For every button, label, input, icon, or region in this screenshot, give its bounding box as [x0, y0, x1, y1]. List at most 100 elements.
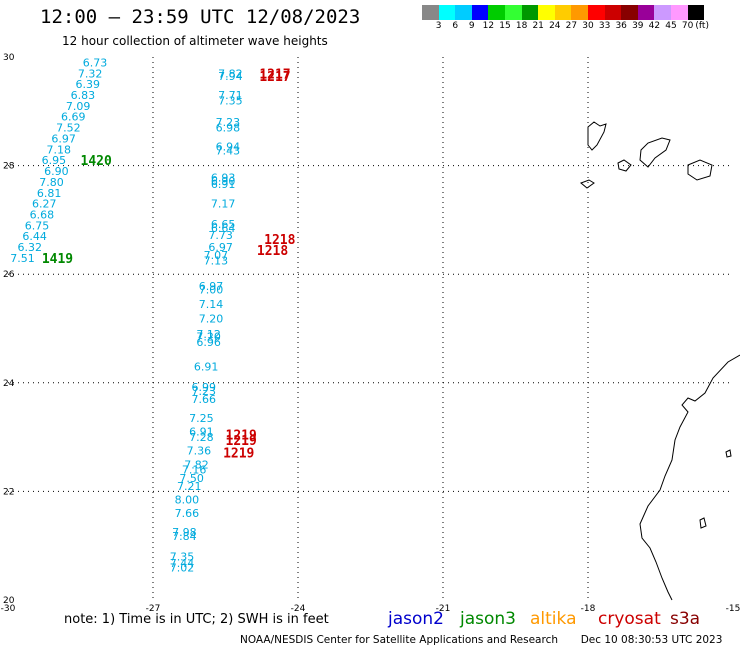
wave-height-label: 7.71: [218, 89, 243, 102]
altimeter-tracks: 6.737.326.396.837.096.697.526.977.186.95…: [10, 56, 295, 574]
coastline: [580, 121, 740, 601]
chart-title: 12:00 – 23:59 UTC 12/08/2023: [40, 6, 361, 28]
coastline-segment: [639, 137, 671, 168]
wave-height-label: 7.17: [211, 198, 236, 211]
coastline-segment: [587, 121, 607, 151]
wave-height-label: 7.44: [170, 557, 195, 570]
colorbar-cell: [438, 5, 456, 20]
wave-height-label: 7.84: [172, 530, 197, 543]
pass-time-label: 1218: [264, 233, 295, 248]
wave-height-label: 7.36: [187, 445, 212, 458]
wave-height-label: 7.98: [172, 526, 197, 539]
colorbar-cell: [422, 5, 439, 20]
wave-height-label: 6.96: [196, 336, 221, 349]
colorbar-label: 18: [515, 21, 528, 31]
coastline-segment: [580, 179, 595, 189]
credit-text: NOAA/NESDIS Center for Satellite Applica…: [240, 634, 558, 646]
map-axes: -30 -27 -24 -21 -18 -15 30 28 26 24 22 20: [1, 53, 740, 614]
legend-note: note: 1) Time is in UTC; 2) SWH is in fe…: [64, 612, 329, 627]
wave-height-label: 7.20: [199, 313, 224, 326]
wave-height-label: 6.91: [189, 426, 214, 439]
colorbar: [422, 5, 705, 20]
wave-height-label: 7.23: [192, 385, 217, 398]
colorbar-cell: [471, 5, 489, 20]
coastline-segment: [639, 354, 740, 601]
wave-height-label: 7.66: [175, 507, 200, 520]
lon-tick-label: -30: [1, 604, 16, 614]
colorbar-label: 42: [648, 21, 661, 31]
wave-height-label: 6.32: [18, 241, 43, 254]
wave-height-label: 7.25: [189, 412, 214, 425]
colorbar-label: 21: [532, 21, 544, 31]
wave-height-label: 6.44: [22, 230, 47, 243]
colorbar-cell: [654, 5, 671, 20]
colorbar-label: 12: [482, 21, 495, 31]
colorbar-unit: (ft): [695, 21, 709, 31]
lon-tick-label: -24: [291, 604, 306, 614]
pass-time-label: 1217: [259, 70, 290, 85]
colorbar-label: 70: [681, 21, 694, 31]
colorbar-cell: [571, 5, 588, 20]
wave-height-label: 7.20: [196, 331, 221, 344]
pass-time-label: 1419: [42, 252, 73, 267]
lat-tick-label: 28: [3, 162, 15, 172]
coastline-segment: [687, 159, 713, 181]
colorbar-cell: [504, 5, 522, 20]
lon-tick-label: -15: [726, 604, 740, 614]
pass-time-label: 1420: [81, 154, 112, 169]
lon-tick-label: -27: [146, 604, 161, 614]
wave-height-label: 6.90: [211, 175, 236, 188]
pass-time-label: 1219: [223, 446, 254, 461]
wave-height-label: 7.18: [47, 143, 72, 156]
lon-tick-label: -21: [436, 604, 451, 614]
legend-s3a: s3a: [670, 609, 701, 629]
coastline-segment: [725, 449, 732, 458]
legend-jason3: jason3: [460, 609, 516, 629]
wave-height-label: 6.95: [42, 154, 67, 167]
wave-height-label: 7.14: [199, 298, 224, 311]
legend-jason2: jason2: [388, 609, 444, 629]
wave-height-label: 7.23: [216, 116, 241, 129]
coastline-segment: [617, 159, 632, 172]
wave-height-label: 6.83: [71, 89, 96, 102]
chart-subtitle: 12 hour collection of altimeter wave hei…: [62, 34, 328, 48]
wave-height-label: 7.13: [204, 255, 229, 268]
colorbar-label: 36: [615, 21, 627, 31]
lat-tick-label: 26: [3, 270, 15, 280]
wave-height-label: 7.35: [170, 551, 195, 564]
wave-height-label: 6.65: [211, 218, 236, 231]
lat-tick-label: 24: [3, 379, 15, 389]
colorbar-cell: [488, 5, 505, 20]
colorbar-label: 6: [452, 21, 459, 31]
wave-height-label: 6.98: [216, 122, 241, 135]
colorbar-cell: [554, 5, 572, 20]
pass-time-label: 1218: [257, 244, 288, 259]
wave-height-label: 7.02: [170, 561, 195, 574]
wave-height-label: 7.00: [199, 283, 224, 296]
wave-height-label: 7.12: [196, 328, 221, 341]
colorbar-label: 24: [549, 21, 561, 31]
wave-height-label: 6.97: [199, 280, 224, 293]
wave-height-label: 7.80: [39, 176, 64, 189]
wave-height-label: 6.91: [194, 361, 219, 374]
wave-height-label: 6.27: [32, 198, 57, 211]
colorbar-label: 30: [582, 21, 594, 31]
wave-height-label: 7.82: [218, 67, 243, 80]
wave-height-label: 7.66: [192, 393, 217, 406]
coastline-segment: [699, 517, 707, 529]
track-jason3: 6.737.326.396.837.096.697.526.977.186.95…: [10, 56, 112, 266]
wave-height-label: 7.16: [182, 464, 207, 477]
map-grid: [8, 57, 733, 600]
colorbar-cell: [587, 5, 605, 20]
wave-height-label: 7.52: [56, 122, 81, 135]
colorbar-label: 3: [435, 21, 442, 31]
generated-timestamp: Dec 10 08:30:53 UTC 2023: [580, 634, 723, 646]
legend-cryosat: cryosat: [598, 609, 661, 629]
colorbar-cell: [455, 5, 472, 20]
map-frame: [7, 56, 734, 601]
wave-height-label: 6.68: [30, 208, 55, 221]
wave-height-label: 8.00: [175, 494, 200, 507]
wave-height-label: 6.97: [51, 132, 76, 145]
pass-time-label: 1219: [226, 428, 257, 443]
lat-tick-label: 20: [3, 596, 15, 606]
